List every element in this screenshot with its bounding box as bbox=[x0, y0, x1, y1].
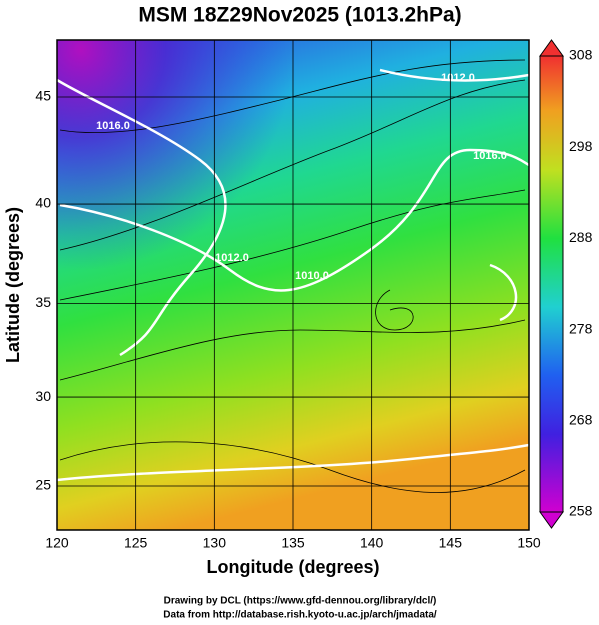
plot-frame bbox=[56, 39, 530, 531]
contour-label: 1010.0 bbox=[295, 270, 329, 282]
contour-label: 1012.0 bbox=[215, 252, 249, 264]
credit: Drawing by DCL (https://www.gfd-dennou.o… bbox=[164, 596, 437, 607]
y-tick-label: 45 bbox=[35, 88, 51, 104]
y-tick-label: 40 bbox=[35, 195, 51, 211]
colorbar-tick-label: 288 bbox=[569, 229, 593, 245]
colorbar-tick-label: 298 bbox=[569, 138, 593, 154]
colorbar-extend-bottom bbox=[539, 511, 564, 529]
x-tick-label: 120 bbox=[45, 535, 69, 551]
x-tick-label: 145 bbox=[439, 535, 463, 551]
y-tick-label: 25 bbox=[35, 477, 51, 493]
y-axis-label: Latitude (degrees) bbox=[3, 207, 23, 363]
colorbar-scale bbox=[539, 55, 564, 513]
colorbar-tick-label: 308 bbox=[569, 47, 593, 63]
contour-label: 1016.0 bbox=[473, 150, 507, 162]
colorbar-tick-label: 268 bbox=[569, 412, 593, 428]
y-tick-label: 30 bbox=[35, 388, 51, 404]
colorbar-tick-label: 278 bbox=[569, 320, 593, 336]
x-tick-label: 140 bbox=[360, 535, 384, 551]
contour-label: 1012.0 bbox=[441, 72, 475, 84]
x-tick-label: 150 bbox=[517, 535, 541, 551]
credit: Data from http://database.rish.kyoto-u.a… bbox=[163, 610, 437, 621]
colorbar-extend-top bbox=[539, 39, 564, 57]
isobars bbox=[56, 68, 530, 482]
x-tick-label: 135 bbox=[281, 535, 305, 551]
x-tick-label: 125 bbox=[124, 535, 148, 551]
x-tick-label: 130 bbox=[203, 535, 227, 551]
colorbar bbox=[539, 39, 564, 529]
x-axis-label: Longitude (degrees) bbox=[206, 557, 379, 577]
colorbar-tick-label: 258 bbox=[569, 503, 593, 519]
title: MSM 18Z29Nov2025 (1013.2hPa) bbox=[138, 4, 461, 27]
y-tick-label: 35 bbox=[35, 294, 51, 310]
contour-label: 1016.0 bbox=[96, 120, 130, 132]
